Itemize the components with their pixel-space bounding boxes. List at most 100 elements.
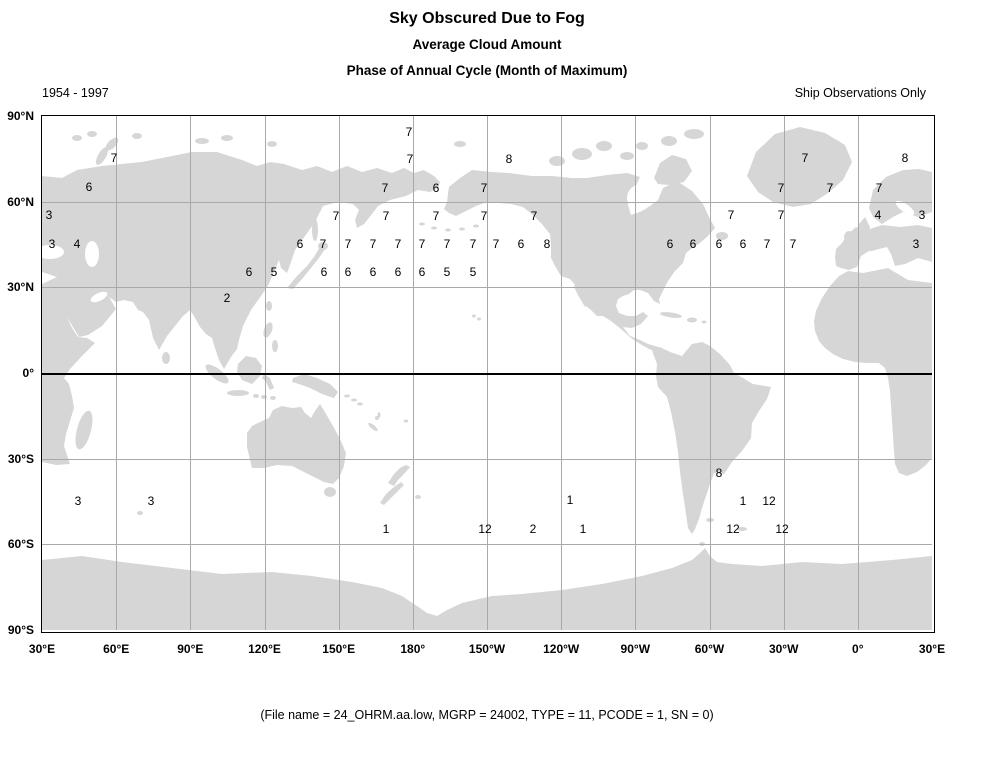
x-axis-label: 180° — [400, 642, 426, 656]
month-value-point: 12 — [478, 521, 492, 536]
month-value-point: 7 — [763, 236, 771, 251]
y-axis: 90°N 60°N 30°N 0° 30°S 60°S 90°S — [0, 109, 37, 637]
month-value-point: 7 — [777, 207, 785, 222]
month-value-point: 7 — [418, 236, 426, 251]
period-label: 1954 - 1997 — [42, 86, 109, 100]
y-axis-label: 30°N — [7, 280, 34, 295]
month-value-point: 6 — [666, 236, 674, 251]
parallel-gridline — [42, 287, 932, 289]
y-axis-label: 90°S — [7, 623, 34, 637]
month-value-point: 1 — [382, 521, 390, 536]
x-axis-label: 60°E — [103, 642, 130, 656]
month-value-point: 2 — [223, 290, 231, 305]
month-value-point: 4 — [874, 207, 882, 222]
parallel-gridline — [42, 544, 932, 546]
x-axis-label: 150°W — [468, 642, 506, 656]
month-value-point: 8 — [901, 150, 909, 165]
y-axis-label: 60°S — [7, 537, 34, 552]
month-value-point: 6 — [689, 236, 697, 251]
y-axis-label: 30°S — [7, 451, 34, 466]
x-axis-label: 30°E — [918, 642, 946, 656]
month-value-point: 6 — [85, 179, 93, 194]
month-value-point: 7 — [530, 208, 538, 223]
month-value-point: 5 — [270, 264, 278, 279]
month-value-point: 6 — [320, 264, 328, 279]
month-value-point: 6 — [517, 236, 525, 251]
month-value-point: 7 — [727, 207, 735, 222]
month-value-point: 6 — [739, 236, 747, 251]
month-value-point: 3 — [74, 493, 82, 508]
month-value-point: 6 — [369, 264, 377, 279]
figure-subtitle-2: Phase of Annual Cycle (Month of Maximum) — [346, 63, 628, 78]
x-axis-label: 90°E — [177, 642, 204, 656]
month-value-point: 7 — [480, 208, 488, 223]
month-value-point: 3 — [45, 207, 53, 222]
x-axis-label: 60°W — [694, 642, 725, 656]
x-axis-label: 120°E — [248, 642, 281, 656]
month-value-point: 6 — [394, 264, 402, 279]
month-value-point: 7 — [369, 236, 377, 251]
month-value-point: 5 — [443, 264, 451, 279]
month-value-point: 3 — [912, 236, 920, 251]
month-value-point: 7 — [801, 150, 809, 165]
x-axis-label: 120°W — [543, 642, 580, 656]
month-value-point: 7 — [394, 236, 402, 251]
month-value-point: 7 — [492, 236, 500, 251]
month-value-point: 12 — [726, 521, 740, 536]
x-axis-label: 150°E — [322, 642, 356, 656]
month-value-point: 7 — [406, 151, 414, 166]
month-value-point: 7 — [432, 208, 440, 223]
month-value-point: 1 — [739, 493, 747, 508]
title-block: Sky Obscured Due to Fog Average Cloud Am… — [42, 10, 932, 78]
observations-note: Ship Observations Only — [794, 86, 926, 100]
x-axis-label: 90°W — [620, 642, 651, 656]
month-value-point: 12 — [775, 521, 789, 536]
month-value-point: 7 — [382, 208, 390, 223]
figure-subtitle-1: Average Cloud Amount — [412, 37, 562, 52]
month-value-point: 6 — [418, 264, 426, 279]
month-value-point: 4 — [73, 236, 81, 251]
month-value-point: 5 — [469, 264, 477, 279]
month-value-point: 3 — [48, 236, 56, 251]
month-value-point: 6 — [245, 264, 253, 279]
footer-note: (File name = 24_OHRM.aa.low, MGRP = 2400… — [260, 708, 714, 722]
month-value-point: 7 — [344, 236, 352, 251]
month-value-point: 6 — [432, 180, 440, 195]
month-value-point: 1 — [566, 492, 574, 507]
month-value-point: 12 — [762, 493, 776, 508]
figure-title: Sky Obscured Due to Fog — [389, 10, 585, 27]
month-value-point: 7 — [777, 180, 785, 195]
x-axis-label: 0° — [852, 642, 864, 656]
month-value-point: 7 — [469, 236, 477, 251]
month-value-point: 6 — [296, 236, 304, 251]
month-value-point: 7 — [875, 180, 883, 195]
month-value-point: 7 — [381, 180, 389, 195]
month-value-point: 7 — [319, 236, 327, 251]
month-value-point: 8 — [543, 236, 551, 251]
equator-line — [42, 373, 932, 375]
month-value-point: 7 — [332, 208, 340, 223]
month-value-point: 6 — [344, 264, 352, 279]
parallel-gridline — [42, 458, 932, 460]
month-value-point: 1 — [579, 521, 587, 536]
y-axis-label: 90°N — [7, 109, 34, 123]
month-value-point: 7 — [110, 150, 118, 165]
x-axis-label: 30°W — [768, 642, 799, 656]
month-value-point: 8 — [715, 465, 723, 480]
month-value-point: 7 — [826, 180, 834, 195]
month-value-point: 3 — [147, 493, 155, 508]
month-value-point: 7 — [405, 124, 413, 139]
parallel-gridline — [42, 201, 932, 203]
month-value-point: 7 — [789, 236, 797, 251]
month-value-point: 2 — [529, 521, 537, 536]
month-value-point: 7 — [443, 236, 451, 251]
month-value-point: 8 — [505, 151, 513, 166]
month-value-point: 6 — [715, 236, 723, 251]
x-axis: 30°E 60°E 90°E 120°E 150°E 180° 150°W 120°W 90°W… — [29, 632, 945, 658]
x-axis-label: 30°E — [28, 642, 56, 656]
month-value-point: 3 — [918, 207, 926, 222]
y-axis-label: 0° — [22, 366, 34, 380]
